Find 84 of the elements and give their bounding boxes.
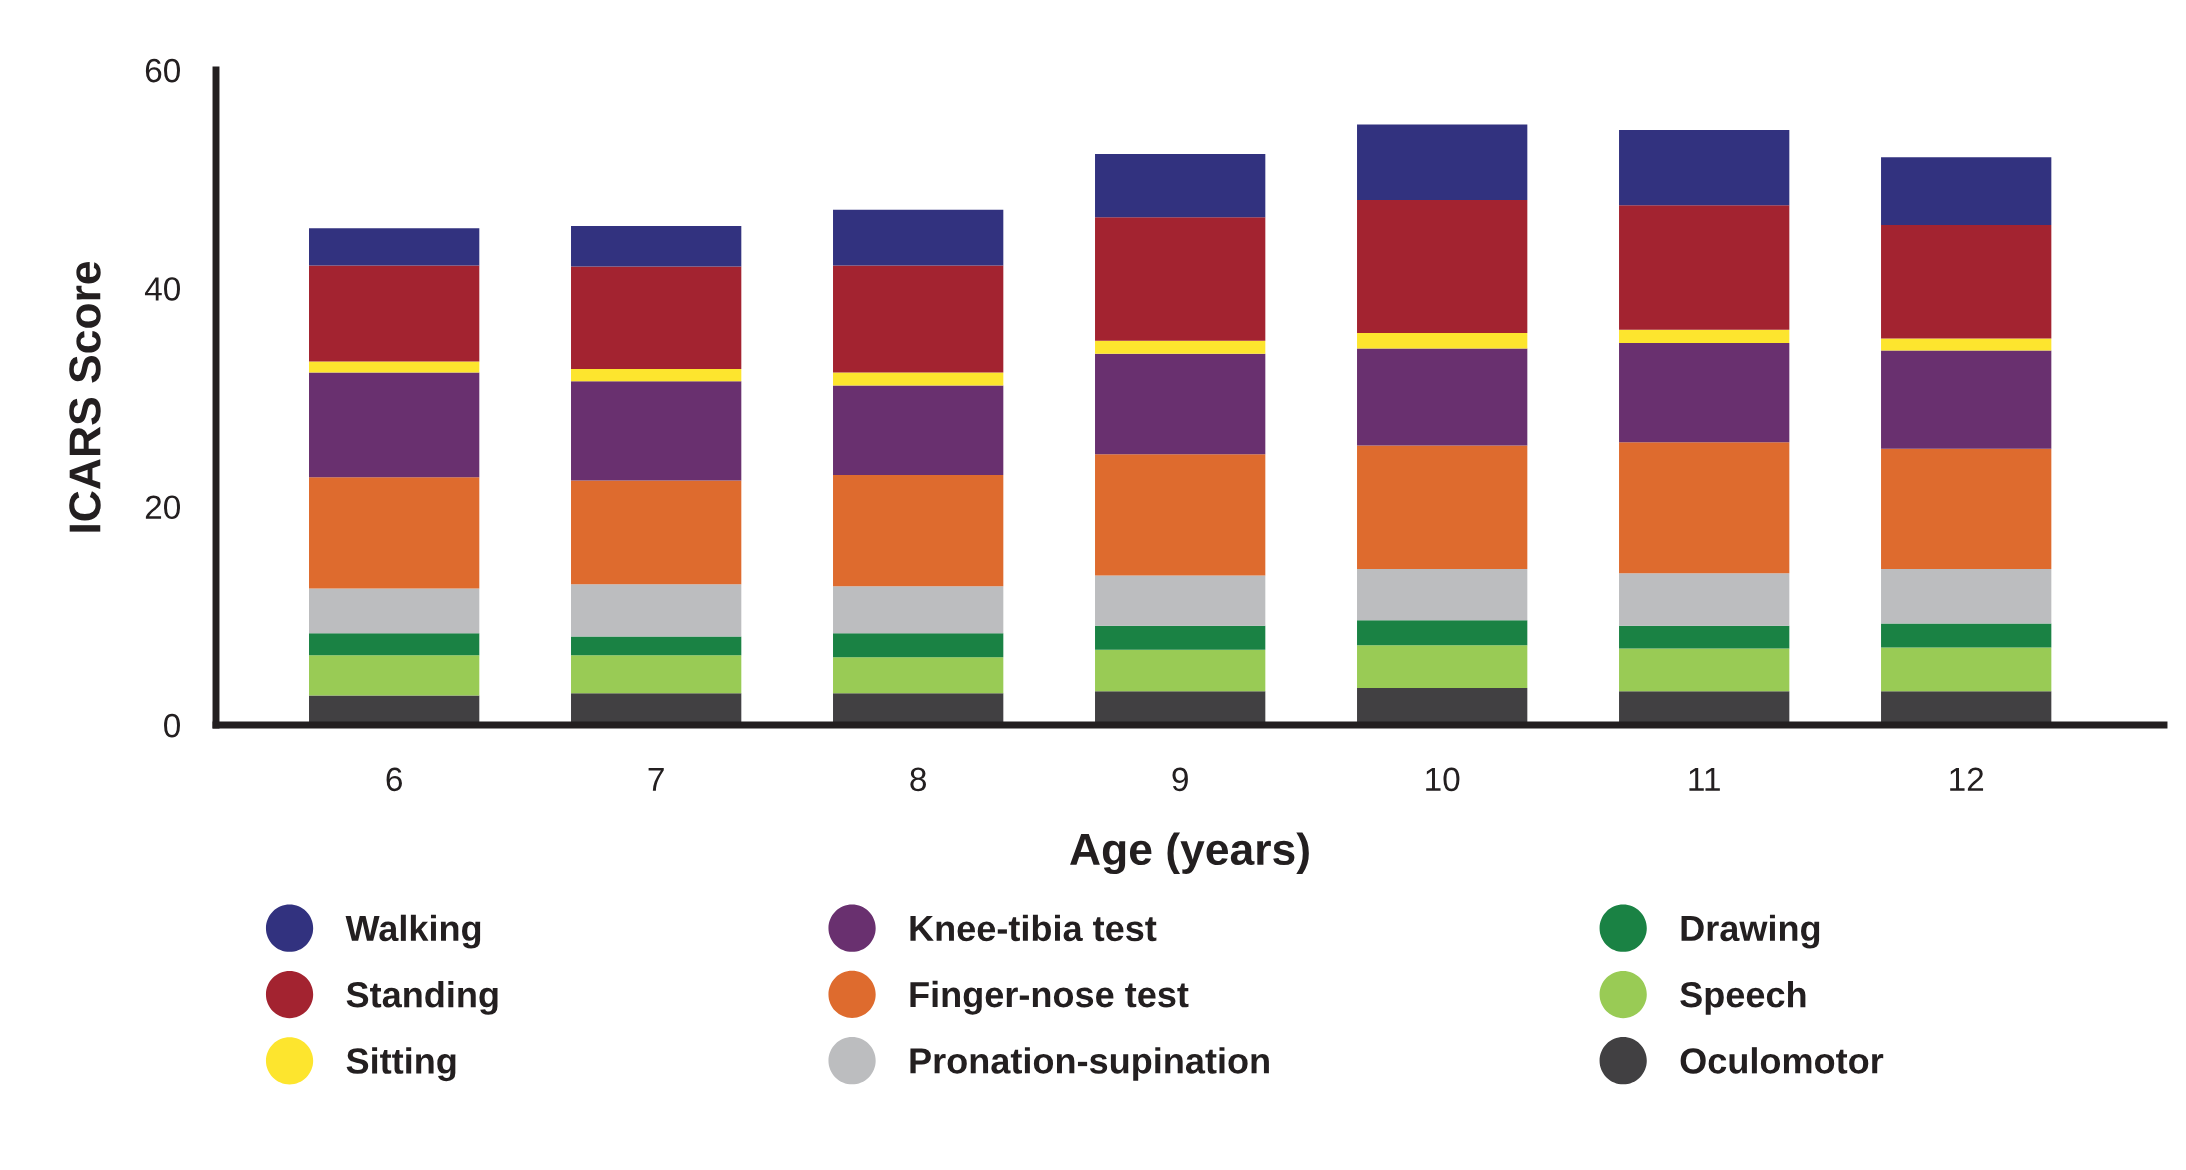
bar [1619, 329, 1790, 343]
bar [1881, 157, 2052, 226]
bar [1095, 217, 1266, 341]
bar [309, 633, 480, 656]
bar [1357, 124, 1528, 200]
y-axis-title: ICARS Score [69, 261, 101, 532]
bar [571, 584, 742, 637]
bar [1881, 350, 2052, 449]
legend-label: Finger-nose test [910, 980, 1189, 1015]
bar [1357, 687, 1528, 725]
bar [1357, 568, 1528, 621]
legend-label: Knee-tibia test [910, 914, 1157, 942]
bar [1619, 648, 1790, 692]
bar [1619, 205, 1790, 330]
bar [1357, 333, 1528, 349]
bar [1095, 649, 1266, 692]
x-tick-label: 6 [386, 767, 402, 792]
x-tick-label: 9 [1172, 767, 1188, 792]
legend-label: Oculomotor [1680, 1047, 1884, 1074]
bar [1881, 623, 2052, 648]
legend-label: Drawing [1681, 914, 1820, 949]
bar [1881, 225, 2052, 339]
bar [309, 361, 480, 373]
bar [571, 381, 742, 481]
legend-label: Speech [1680, 981, 1806, 1015]
bar [1095, 575, 1266, 626]
bar [1881, 647, 2052, 692]
bar [1881, 448, 2052, 569]
bar [1881, 338, 2052, 351]
bar [1357, 348, 1528, 446]
bar [1619, 625, 1790, 649]
bar [1095, 625, 1266, 650]
legend-label: Standing [346, 981, 498, 1015]
bar [1619, 342, 1790, 443]
bar [571, 226, 742, 267]
bar [571, 480, 742, 585]
bar [833, 475, 1004, 587]
bar [833, 209, 1004, 266]
bar [833, 372, 1004, 386]
bar [309, 477, 480, 589]
bar [571, 266, 742, 370]
x-tick-label: 10 [1426, 767, 1460, 792]
bar [1881, 568, 2052, 624]
bar [1095, 154, 1266, 218]
bar [1357, 445, 1528, 569]
y-tick-label: 0 [164, 713, 180, 738]
x-tick-label: 11 [1689, 767, 1720, 791]
bar [571, 693, 742, 725]
x-tick-label: 8 [910, 767, 926, 792]
x-tick-label: 7 [648, 767, 664, 791]
bar [833, 633, 1004, 658]
bar [833, 385, 1004, 476]
bar [1881, 691, 2052, 725]
bar [309, 588, 480, 634]
y-tick-label: 40 [144, 277, 180, 301]
bar [1357, 199, 1528, 334]
legend-label: Pronation-supination [910, 1047, 1269, 1081]
bar [309, 372, 480, 478]
bar [1619, 691, 1790, 725]
bar [1357, 645, 1528, 688]
bar [571, 655, 742, 694]
bar [309, 228, 480, 266]
bar [1095, 454, 1266, 576]
bar [833, 586, 1004, 634]
bar [1095, 340, 1266, 354]
x-axis-title: Age (years) [1070, 832, 1309, 875]
bar [1619, 130, 1790, 206]
bar [571, 369, 742, 382]
y-tick-label: 20 [145, 495, 180, 520]
bar [1619, 573, 1790, 626]
bar [1095, 353, 1266, 455]
bar [833, 657, 1004, 694]
legend-label: Walking [345, 914, 481, 949]
bar [1619, 442, 1790, 574]
bar [309, 655, 480, 696]
bar [1357, 620, 1528, 646]
bar [1095, 691, 1266, 725]
x-tick-label: 12 [1950, 767, 1984, 791]
legend-label: Sitting [346, 1047, 456, 1082]
bar [571, 636, 742, 656]
bar [833, 693, 1004, 725]
y-tick-label: 60 [145, 58, 180, 83]
bar [309, 265, 480, 362]
bar [833, 265, 1004, 373]
